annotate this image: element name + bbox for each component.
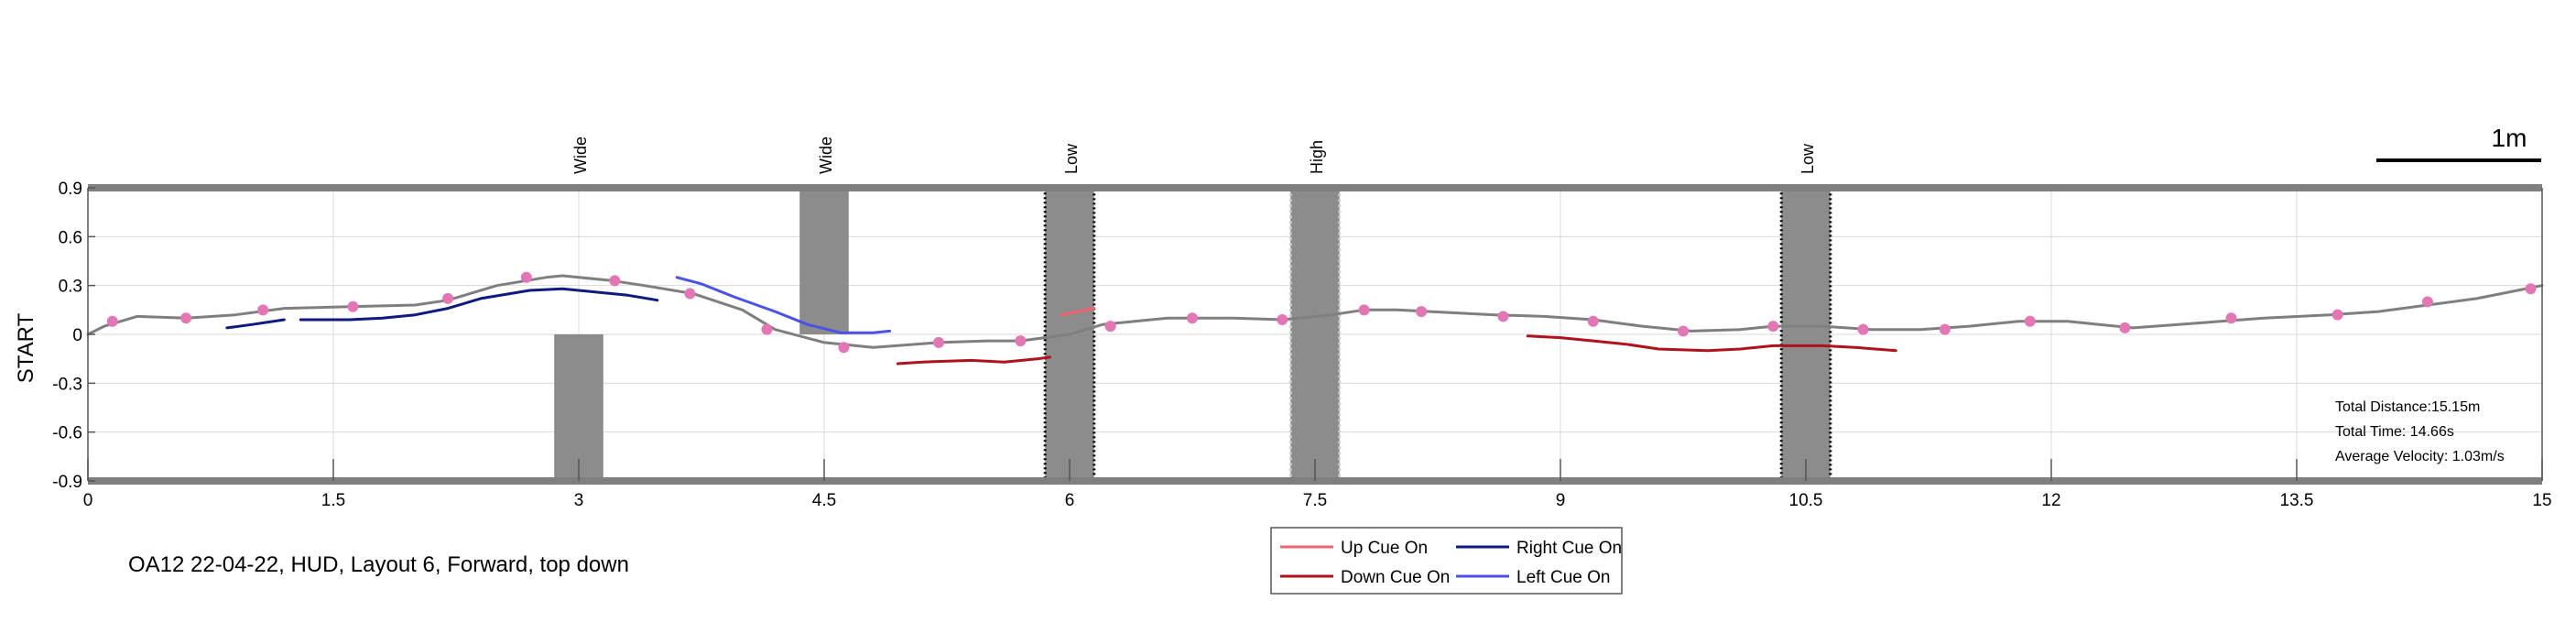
marker-point: [2331, 309, 2343, 321]
marker-point: [442, 292, 454, 304]
legend-label-right-cue: Right Cue On: [1516, 539, 1622, 558]
x-tick-label: 15: [2532, 491, 2551, 510]
marker-point: [180, 312, 192, 324]
x-tick-label: 10.5: [1789, 491, 1823, 510]
obstacle-label-3: High: [1308, 140, 1326, 174]
x-tick-label: 12: [2041, 491, 2060, 510]
obstacle-label-4: Low: [1799, 143, 1817, 174]
marker-point: [933, 336, 945, 348]
marker-point: [838, 342, 850, 354]
legend-label-left-cue: Left Cue On: [1516, 568, 1610, 587]
obstacle-0: [554, 334, 603, 481]
y-tick-label: 0.3: [59, 278, 82, 297]
legend-box: [1270, 527, 1623, 595]
y-tick-label: 0.6: [59, 228, 82, 247]
y-tick-label: -0.3: [52, 375, 82, 394]
obstacle-label-2: Low: [1062, 143, 1081, 174]
x-tick-label: 7.5: [1303, 491, 1327, 510]
legend-label-up-cue: Up Cue On: [1341, 539, 1428, 558]
obstacle-label-1: Wide: [817, 136, 835, 174]
series-left-cue-on-segment-0: [675, 276, 891, 334]
series-up-cue-on-segment-0: [1060, 307, 1096, 317]
marker-point: [2119, 322, 2131, 333]
scale-bar-label: 1m: [2492, 124, 2527, 152]
figure-caption: OA12 22-04-22, HUD, Layout 6, Forward, t…: [128, 552, 629, 577]
obstacle-1: [799, 188, 849, 334]
x-tick-label: 13.5: [2280, 491, 2314, 510]
marker-point: [2225, 312, 2237, 324]
obstacle-3: [1288, 186, 1342, 483]
stat-average-velocity: Average Velocity: 1.03m/s: [2335, 449, 2505, 464]
y-tick-label: 0.9: [59, 180, 82, 199]
x-tick-label: 9: [1556, 491, 1566, 510]
marker-point: [520, 271, 532, 283]
marker-point: [1857, 323, 1869, 335]
markers: [106, 271, 2537, 354]
marker-point: [1767, 321, 1779, 333]
legend: Up Cue On Right Cue On Down Cue On Left …: [1270, 527, 1623, 595]
x-tick-label: 6: [1065, 491, 1075, 510]
marker-point: [609, 275, 621, 287]
y-tick-label: -0.9: [52, 473, 82, 492]
y-tick-label: 0: [72, 326, 82, 345]
marker-point: [1678, 325, 1689, 337]
marker-point: [1187, 312, 1198, 324]
legend-label-down-cue: Down Cue On: [1341, 568, 1450, 587]
marker-point: [1416, 306, 1428, 318]
marker-point: [1587, 315, 1599, 327]
marker-point: [1015, 335, 1027, 347]
obstacle-label-0: Wide: [571, 136, 590, 174]
marker-point: [761, 323, 773, 335]
marker-point: [106, 315, 118, 327]
marker-point: [684, 288, 696, 300]
x-tick-label: 1.5: [321, 491, 345, 510]
marker-point: [1277, 314, 1288, 325]
marker-point: [347, 300, 359, 312]
obstacle-4: [1779, 186, 1832, 483]
series-down-cue-on-segment-1: [1526, 334, 1897, 353]
marker-point: [2421, 296, 2433, 308]
x-tick-label: 4.5: [812, 491, 836, 510]
stat-total-time: Total Time: 14.66s: [2335, 424, 2454, 440]
series-right-cue-on-segment-1: [299, 287, 659, 322]
marker-point: [2024, 315, 2036, 327]
marker-point: [1104, 321, 1116, 333]
x-tick-label: 0: [83, 491, 93, 510]
marker-point: [257, 304, 269, 316]
tick-labels: 0 1.5 3 4.5 6 7.5 9 10.5 12 13.5 15 0.9 0.6 0.3 0 -0.3 -…: [52, 180, 2551, 510]
marker-point: [1939, 323, 1951, 335]
series-right-cue-on-segment-0: [225, 318, 286, 330]
x-tick-label: 3: [574, 491, 584, 510]
marker-point: [1358, 304, 1370, 316]
marker-point: [1497, 311, 1509, 322]
series-down-cue-on-segment-0: [896, 355, 1052, 366]
stats-box: Total Distance:15.15m Total Time: 14.66s…: [2335, 399, 2505, 464]
marker-point: [2525, 283, 2537, 295]
y-axis-label: START: [14, 312, 38, 383]
scale-bar: 1m: [2376, 124, 2541, 162]
stat-total-distance: Total Distance:15.15m: [2335, 399, 2480, 415]
y-tick-label: -0.6: [52, 424, 82, 443]
